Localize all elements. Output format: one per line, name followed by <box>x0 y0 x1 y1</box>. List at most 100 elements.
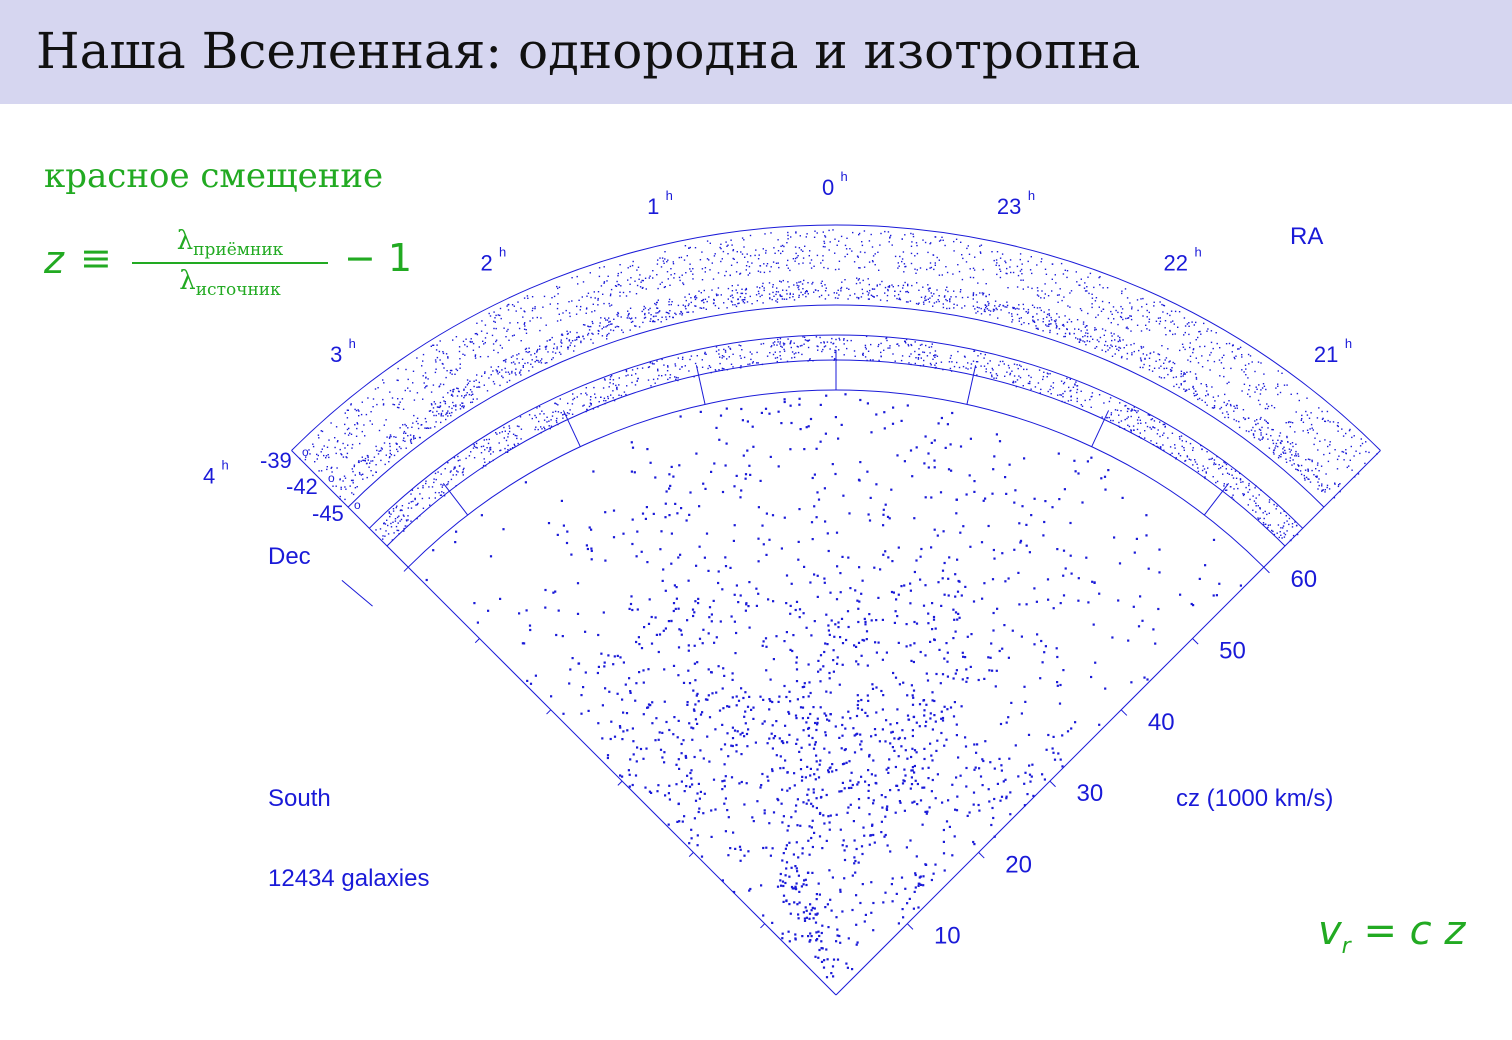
galaxy-point <box>898 345 900 347</box>
galaxy-point <box>430 403 433 405</box>
galaxy-point <box>1019 258 1021 261</box>
galaxy-point <box>1160 447 1162 449</box>
galaxy-point <box>792 293 794 295</box>
galaxy-point <box>1276 532 1278 534</box>
galaxy-point <box>754 741 757 744</box>
galaxy-point <box>1158 359 1161 361</box>
galaxy-point <box>622 291 625 294</box>
galaxy-point <box>692 708 696 711</box>
galaxy-point <box>400 518 403 521</box>
galaxy-point <box>1265 388 1267 391</box>
galaxy-point <box>796 698 799 701</box>
galaxy-point <box>866 694 869 697</box>
galaxy-point <box>1001 647 1004 650</box>
galaxy-point <box>774 252 776 254</box>
galaxy-point <box>508 303 510 306</box>
galaxy-point <box>785 602 788 605</box>
galaxy-point <box>1283 452 1285 454</box>
galaxy-point <box>710 470 713 473</box>
galaxy-point <box>741 288 743 290</box>
galaxy-point <box>1170 321 1172 323</box>
galaxy-point <box>323 454 325 457</box>
galaxy-point <box>804 292 806 294</box>
galaxy-point <box>902 284 905 287</box>
galaxy-point <box>1302 421 1305 423</box>
galaxy-point <box>789 342 792 344</box>
galaxy-point <box>350 404 352 406</box>
galaxy-point <box>998 364 1000 366</box>
galaxy-point <box>677 304 680 307</box>
galaxy-point <box>849 248 851 250</box>
galaxy-point <box>867 294 869 296</box>
galaxy-point <box>572 398 574 401</box>
galaxy-point <box>923 462 926 465</box>
galaxy-point <box>894 255 897 258</box>
galaxy-point <box>502 360 505 362</box>
galaxy-point <box>1114 339 1116 341</box>
galaxy-point <box>797 874 800 877</box>
galaxy-point <box>590 528 593 531</box>
galaxy-point <box>770 266 772 268</box>
galaxy-point <box>825 839 828 842</box>
galaxy-point <box>1101 416 1103 418</box>
galaxy-point <box>707 668 710 671</box>
galaxy-point <box>950 296 952 298</box>
galaxy-point <box>585 312 587 314</box>
galaxy-point <box>783 298 786 300</box>
galaxy-point <box>857 607 860 610</box>
galaxy-point <box>904 749 907 752</box>
galaxy-point <box>1049 373 1051 375</box>
galaxy-point <box>832 958 836 961</box>
galaxy-point <box>920 296 923 298</box>
galaxy-point <box>883 835 886 838</box>
galaxy-point <box>1184 460 1186 462</box>
galaxy-point <box>664 589 667 592</box>
galaxy-point <box>512 361 515 363</box>
galaxy-point <box>956 361 958 364</box>
galaxy-point <box>888 241 890 243</box>
galaxy-point <box>1212 476 1214 478</box>
galaxy-point <box>777 291 780 293</box>
galaxy-point <box>919 650 922 654</box>
galaxy-point <box>1213 407 1215 409</box>
galaxy-point <box>1232 498 1235 501</box>
galaxy-point <box>1064 269 1066 271</box>
galaxy-point <box>1243 383 1246 385</box>
galaxy-point <box>466 379 469 381</box>
galaxy-point <box>824 906 827 909</box>
galaxy-point <box>657 378 659 380</box>
galaxy-point <box>787 930 790 933</box>
galaxy-point <box>1056 333 1059 335</box>
galaxy-point <box>391 539 394 541</box>
galaxy-point <box>797 286 799 289</box>
galaxy-point <box>1076 400 1078 403</box>
galaxy-point <box>1003 624 1006 627</box>
galaxy-point <box>476 333 479 336</box>
galaxy-point <box>359 473 361 475</box>
galaxy-point <box>668 728 671 732</box>
galaxy-point <box>1233 488 1235 490</box>
galaxy-point <box>562 417 564 419</box>
galaxy-point <box>838 240 840 242</box>
galaxy-point <box>1231 496 1233 498</box>
galaxy-point <box>690 777 693 780</box>
galaxy-point <box>1053 758 1057 761</box>
galaxy-point <box>442 363 444 365</box>
galaxy-point <box>888 758 891 761</box>
galaxy-point <box>641 310 643 313</box>
galaxy-point <box>352 470 354 473</box>
galaxy-point <box>664 502 667 505</box>
galaxy-point <box>335 426 338 428</box>
galaxy-point <box>992 629 995 632</box>
galaxy-point <box>1028 323 1030 325</box>
galaxy-point <box>1247 491 1249 493</box>
galaxy-point <box>802 336 804 338</box>
galaxy-point <box>1005 797 1008 800</box>
galaxy-point <box>1272 429 1274 431</box>
galaxy-point <box>807 726 811 730</box>
galaxy-point <box>568 412 570 415</box>
galaxy-point <box>416 417 419 419</box>
galaxy-point <box>1087 601 1090 604</box>
galaxy-point <box>964 745 968 748</box>
galaxy-point <box>508 430 511 433</box>
